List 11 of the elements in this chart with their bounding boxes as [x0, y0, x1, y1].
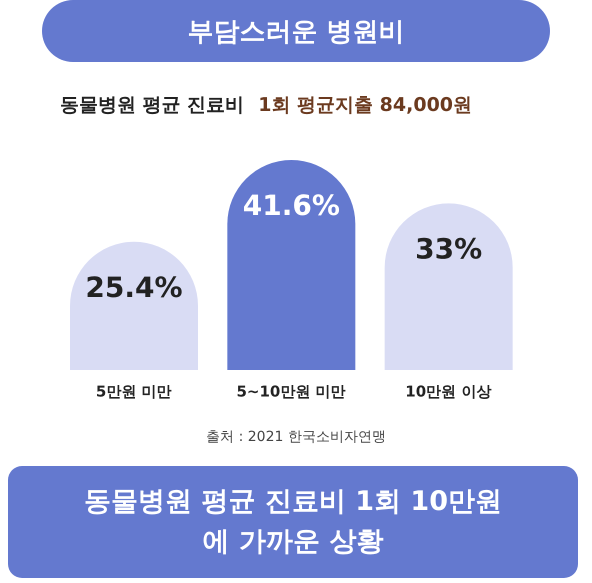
x-tick-label: 5만원 미만 [96, 382, 172, 401]
chart-subtitle: 동물병원 평균 진료비 [60, 94, 244, 116]
text: 동물병원 평균 진료비 1회 10만원에 가까운 상황 [8, 466, 578, 578]
data-label: 33% [415, 232, 482, 266]
x-tick-label: 10만원 이상 [405, 382, 492, 401]
data-label: 25.4% [85, 270, 183, 304]
source-note: 출처 : 2021 한국소비자연맹 [205, 428, 387, 446]
data-label: 41.6% [242, 189, 340, 222]
chart-title: 부담스러운 병원비 [42, 0, 550, 62]
text: 1회 평균지출 84,000원 [258, 94, 472, 116]
x-tick-label: 5~10만원 미만 [236, 382, 346, 401]
